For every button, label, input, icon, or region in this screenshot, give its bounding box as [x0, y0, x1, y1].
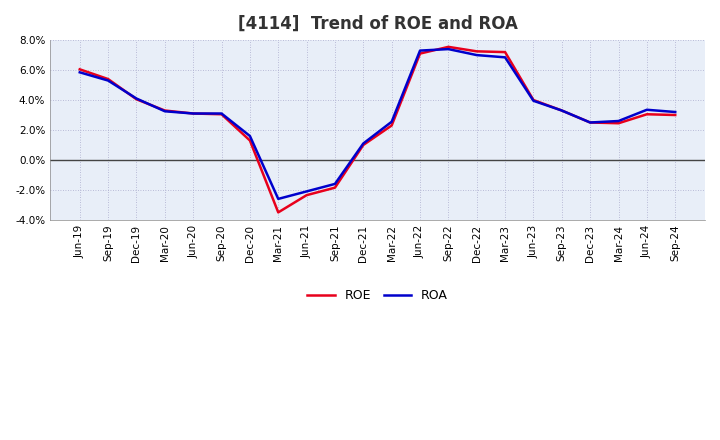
ROE: [671, 112, 680, 117]
ROE: [642, 112, 651, 117]
ROE: [415, 51, 424, 56]
ROE: [387, 123, 396, 128]
ROE: [529, 97, 538, 103]
ROE: [161, 108, 169, 113]
ROE: [472, 49, 481, 54]
ROA: [415, 48, 424, 53]
ROA: [217, 111, 226, 116]
ROE: [302, 193, 311, 198]
ROA: [642, 107, 651, 112]
ROA: [444, 47, 453, 52]
Line: ROE: ROE: [80, 47, 675, 213]
ROA: [359, 141, 368, 146]
Title: [4114]  Trend of ROE and ROA: [4114] Trend of ROE and ROA: [238, 15, 518, 33]
ROA: [614, 118, 623, 124]
ROE: [330, 185, 339, 191]
ROA: [387, 119, 396, 125]
ROA: [501, 55, 510, 60]
ROE: [274, 210, 282, 215]
Line: ROA: ROA: [80, 49, 675, 199]
ROE: [586, 120, 595, 125]
ROE: [189, 111, 197, 116]
ROE: [501, 49, 510, 55]
ROA: [302, 189, 311, 194]
ROE: [132, 97, 141, 102]
ROE: [246, 138, 254, 143]
ROE: [217, 112, 226, 117]
ROA: [132, 96, 141, 101]
ROA: [472, 52, 481, 58]
ROA: [76, 70, 84, 75]
ROE: [614, 121, 623, 126]
ROA: [189, 111, 197, 116]
Legend: ROE, ROA: ROE, ROA: [302, 284, 453, 307]
ROA: [161, 109, 169, 114]
ROA: [274, 196, 282, 202]
ROA: [104, 78, 112, 83]
ROA: [529, 98, 538, 103]
ROE: [359, 142, 368, 147]
ROE: [76, 67, 84, 72]
ROE: [444, 44, 453, 49]
ROE: [557, 108, 566, 113]
ROA: [671, 110, 680, 115]
ROA: [330, 181, 339, 187]
ROE: [104, 77, 112, 82]
ROA: [557, 108, 566, 113]
ROA: [246, 133, 254, 139]
ROA: [586, 120, 595, 125]
